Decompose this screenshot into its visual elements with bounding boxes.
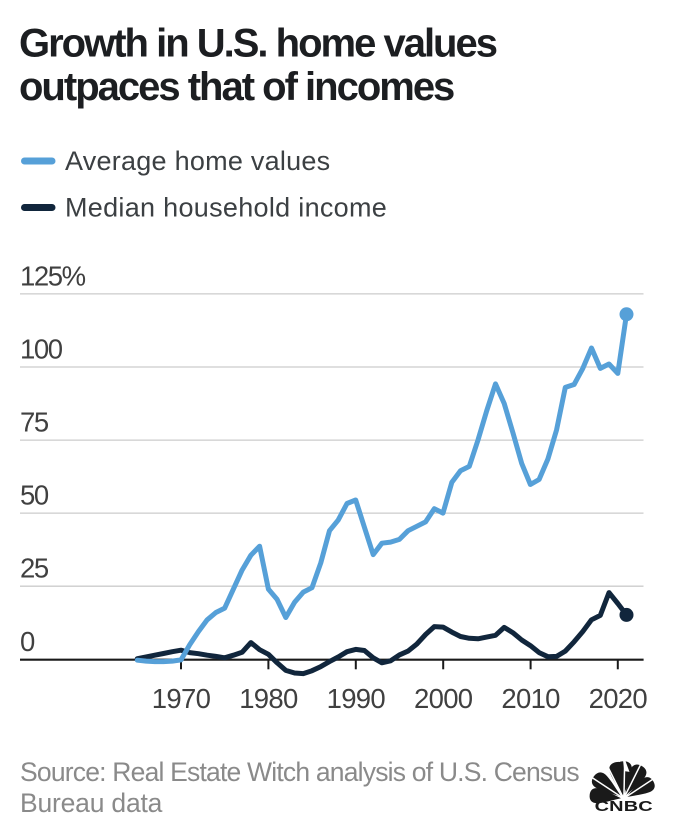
svg-text:125%: 125% [20,260,86,291]
svg-text:1990: 1990 [327,683,386,714]
svg-text:2020: 2020 [589,683,648,714]
svg-text:100: 100 [20,334,63,365]
svg-text:Median household income: Median household income [65,193,387,223]
svg-text:outpaces that of incomes: outpaces that of incomes [19,65,454,109]
svg-text:Growth in U.S. home values: Growth in U.S. home values [19,22,497,66]
svg-text:50: 50 [20,480,49,511]
svg-text:25: 25 [20,553,49,584]
svg-text:75: 75 [20,407,49,438]
svg-text:Average home values: Average home values [65,146,330,176]
svg-text:1980: 1980 [239,683,298,714]
svg-text:2000: 2000 [414,683,473,714]
svg-text:0: 0 [20,626,35,657]
svg-text:1970: 1970 [152,683,211,714]
svg-text:CNBC: CNBC [595,797,653,814]
svg-text:Bureau data: Bureau data [20,788,163,818]
svg-text:2010: 2010 [501,683,560,714]
svg-text:Source: Real Estate Witch anal: Source: Real Estate Witch analysis of U.… [20,757,579,787]
